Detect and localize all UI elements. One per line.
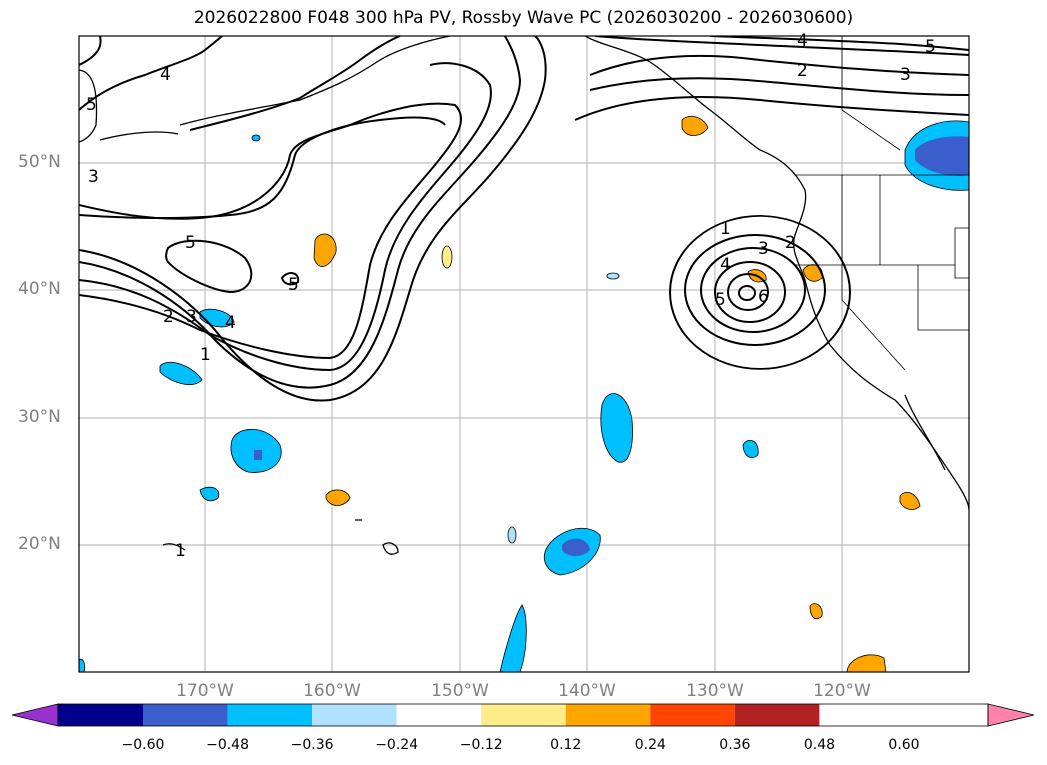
lon-label: 140°W: [558, 681, 616, 701]
colorbar-tick-label: 0.36: [719, 737, 751, 753]
contour-label: 6: [758, 287, 769, 307]
colorbar-tick-label: 0.60: [888, 737, 920, 753]
lon-label: 130°W: [686, 681, 744, 701]
colorbar-segment: [565, 704, 651, 726]
colorbar-segment: [650, 704, 735, 726]
colorbar-segment: [481, 704, 566, 726]
colorbar-segment: [58, 704, 143, 726]
colorbar-tick-label: 0.24: [634, 737, 666, 753]
lon-label: 150°W: [431, 681, 489, 701]
colorbar: [11, 703, 1035, 727]
colorbar-tick-label: −0.12: [459, 737, 503, 753]
contour-labels: 1 2 3 4 5 5 4 5 3 1 2 3 4 5 6 2 3 4 5 1: [86, 31, 936, 561]
lon-label: 120°W: [813, 681, 871, 701]
contour-label: 4: [797, 31, 808, 51]
lat-label: 40°N: [18, 279, 61, 299]
contour-label: 1: [175, 541, 186, 561]
contour-label: 5: [715, 290, 726, 310]
contour-label: 4: [720, 255, 731, 275]
contour-label: 4: [225, 313, 236, 333]
lat-label: 20°N: [18, 534, 61, 554]
contour-label: 2: [163, 307, 174, 327]
contour-label: 3: [88, 167, 99, 187]
lon-label: 160°W: [303, 681, 361, 701]
pv-contours: [79, 36, 969, 402]
contour-label: 1: [720, 219, 731, 239]
colorbar-segment: [396, 704, 482, 726]
colorbar-tick-label: −0.60: [121, 737, 165, 753]
coastlines: [79, 36, 969, 555]
contour-label: 1: [200, 345, 211, 365]
colorbar-segment: [143, 704, 228, 726]
contour-label: 5: [288, 275, 299, 295]
colorbar-tick-label: 0.12: [550, 737, 582, 753]
colorbar-tick-label: −0.36: [290, 737, 334, 753]
lat-label: 50°N: [18, 152, 61, 172]
contour-label: 4: [160, 65, 171, 85]
contour-label: 5: [86, 95, 97, 115]
contour-label: 3: [758, 239, 769, 259]
borders: [795, 36, 969, 371]
contour-label: 5: [185, 233, 196, 253]
map-title: 2026022800 F048 300 hPa PV, Rossby Wave …: [193, 8, 854, 28]
contour-label: 5: [925, 37, 936, 57]
colorbar-tick-label: 0.48: [803, 737, 836, 753]
colorbar-segment: [819, 704, 904, 726]
colorbar-tick-label: −0.48: [206, 737, 249, 753]
colorbar-segment: [312, 704, 397, 726]
colorbar-segment: [227, 704, 313, 726]
contour-label: 3: [186, 307, 197, 327]
contour-label: 3: [900, 65, 911, 85]
colorbar-segment: [734, 704, 820, 726]
plot-frame: [78, 35, 970, 673]
contour-label: 2: [785, 233, 796, 253]
colorbar-tick-label: −0.24: [375, 737, 419, 753]
pv-fill-blobs: [79, 115, 969, 672]
colorbar-segment: [904, 704, 988, 726]
contour-label: 2: [797, 61, 808, 81]
plot-area: [79, 36, 969, 672]
gridlines: [79, 36, 969, 672]
lon-label: 170°W: [176, 681, 234, 701]
lat-label: 30°N: [18, 407, 61, 427]
